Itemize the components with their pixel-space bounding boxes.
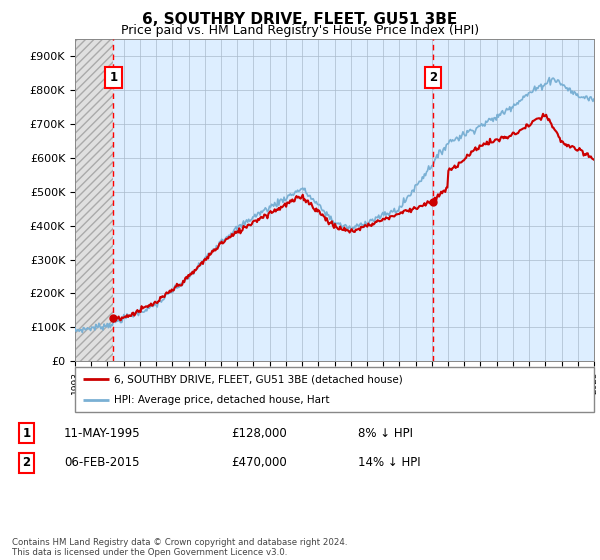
Text: 11-MAY-1995: 11-MAY-1995 (64, 427, 140, 440)
Text: HPI: Average price, detached house, Hart: HPI: Average price, detached house, Hart (114, 395, 329, 405)
Text: £128,000: £128,000 (231, 427, 287, 440)
Text: 1: 1 (22, 427, 31, 440)
Text: 14% ↓ HPI: 14% ↓ HPI (358, 456, 420, 469)
Text: Price paid vs. HM Land Registry's House Price Index (HPI): Price paid vs. HM Land Registry's House … (121, 24, 479, 37)
Text: 6, SOUTHBY DRIVE, FLEET, GU51 3BE: 6, SOUTHBY DRIVE, FLEET, GU51 3BE (142, 12, 458, 27)
Text: 1: 1 (109, 71, 118, 85)
Text: 2: 2 (429, 71, 437, 85)
Text: 6, SOUTHBY DRIVE, FLEET, GU51 3BE (detached house): 6, SOUTHBY DRIVE, FLEET, GU51 3BE (detac… (114, 374, 403, 384)
Text: 2: 2 (22, 456, 31, 469)
Text: Contains HM Land Registry data © Crown copyright and database right 2024.
This d: Contains HM Land Registry data © Crown c… (12, 538, 347, 557)
Text: £470,000: £470,000 (231, 456, 287, 469)
Bar (75, 39, 113, 361)
Text: 06-FEB-2015: 06-FEB-2015 (64, 456, 139, 469)
Text: 8% ↓ HPI: 8% ↓ HPI (358, 427, 413, 440)
